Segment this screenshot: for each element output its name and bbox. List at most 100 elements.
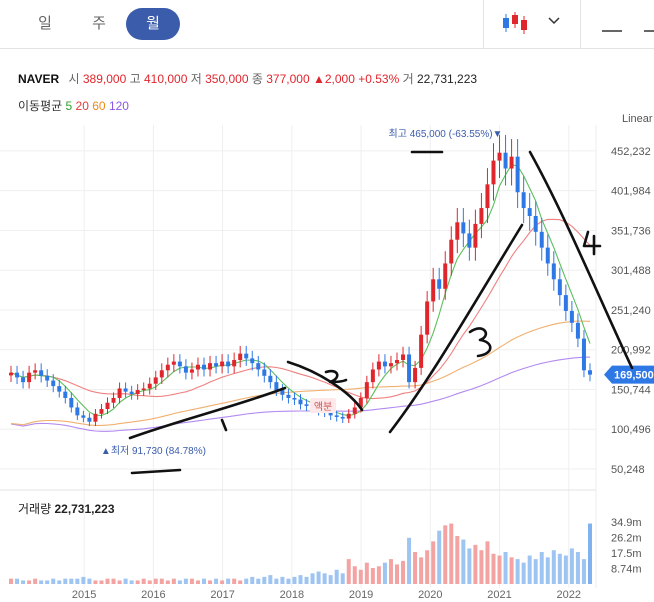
- volume-bar: [419, 557, 424, 584]
- candle-body: [195, 364, 200, 370]
- candle-body: [286, 394, 291, 398]
- candle-body: [274, 382, 279, 391]
- volume-bar: [214, 578, 219, 584]
- candle-body: [93, 413, 98, 422]
- x-tick-label: 2016: [141, 589, 165, 601]
- candle-body: [298, 399, 303, 405]
- volume-bar: [141, 578, 146, 584]
- candle-body: [473, 223, 478, 248]
- x-tick-label: 2018: [280, 589, 304, 601]
- volume-bar: [226, 578, 231, 584]
- volume-tick-label: 34.9m: [611, 517, 642, 529]
- volume-bar: [551, 550, 556, 584]
- volume-bar: [93, 580, 98, 584]
- candle-body: [51, 380, 56, 387]
- y-tick-label: 351,736: [611, 225, 651, 237]
- minus-icon[interactable]: [644, 20, 654, 38]
- candle-body: [479, 208, 484, 224]
- pen-stroke-digit-3: [468, 327, 492, 358]
- volume-bar: [485, 541, 490, 584]
- candle-body: [533, 215, 538, 232]
- low-label: 저: [190, 72, 202, 86]
- scale-label: Linear: [622, 113, 653, 125]
- candle-body: [117, 388, 122, 398]
- ma-20[interactable]: 20: [75, 99, 89, 113]
- candle-body: [27, 372, 32, 383]
- chevron-down-icon[interactable]: [546, 14, 562, 32]
- tab-daily[interactable]: 일: [38, 15, 52, 32]
- volume-bar: [159, 578, 164, 584]
- candle-body: [527, 208, 532, 216]
- candle-body: [87, 417, 92, 422]
- candle-body: [33, 370, 38, 373]
- tab-weekly[interactable]: 주: [92, 15, 106, 32]
- toolbar-divider: [483, 0, 484, 48]
- y-tick-label: 452,232: [611, 146, 651, 158]
- volume-bar: [81, 576, 86, 584]
- ma-60-line: [10, 320, 591, 426]
- candle-body: [99, 409, 104, 414]
- candle-body: [443, 263, 448, 289]
- y-tick-label: 100,496: [611, 424, 651, 436]
- volume-bar: [69, 578, 74, 584]
- candle-body: [509, 156, 514, 169]
- volume-bar: [165, 580, 170, 584]
- volume-bar: [407, 537, 412, 584]
- candle-body: [9, 372, 14, 376]
- candlestick-icon[interactable]: [500, 10, 530, 43]
- volume-bar: [394, 564, 399, 584]
- candle-body: [388, 363, 393, 367]
- candle-body: [177, 361, 182, 367]
- candle-body: [581, 338, 586, 371]
- ma-120[interactable]: 120: [108, 99, 129, 113]
- candle-body: [304, 404, 309, 406]
- candle-body: [382, 361, 387, 367]
- y-tick-label: 50,248: [611, 464, 645, 476]
- pen-stroke-trend-3: [388, 223, 524, 434]
- volume-bar: [358, 569, 363, 584]
- open-label: 시: [68, 72, 80, 86]
- candle-body: [63, 391, 68, 398]
- x-tick-label: 2021: [487, 589, 511, 601]
- pen-stroke-digit-2: [324, 369, 348, 384]
- candle-body: [165, 364, 170, 371]
- candle-body: [437, 279, 442, 289]
- volume-bar: [443, 525, 448, 584]
- volume-bar: [461, 539, 466, 584]
- candle-body: [539, 231, 544, 248]
- candle-body: [111, 397, 116, 403]
- candle-body: [503, 152, 508, 169]
- volume-bar: [262, 576, 267, 584]
- volume-tick-label: 26.2m: [611, 532, 642, 544]
- candle-body: [575, 322, 580, 339]
- candle-body: [346, 413, 351, 419]
- candle-body: [521, 192, 526, 209]
- volume-bar: [189, 578, 194, 584]
- moving-average-legend: 이동평균 5 20 60 120: [18, 97, 129, 114]
- candle-body: [21, 377, 26, 383]
- x-tick-label: 2022: [557, 589, 581, 601]
- volume-bar: [45, 580, 50, 584]
- volume-bar: [545, 557, 550, 584]
- tab-monthly[interactable]: 월: [126, 8, 180, 40]
- candle-body: [485, 184, 490, 209]
- x-tick-label: 2015: [72, 589, 96, 601]
- minus-icon[interactable]: [602, 20, 622, 38]
- volume-bar: [328, 575, 333, 584]
- y-tick-label: 251,240: [611, 305, 651, 317]
- volume-bar: [238, 580, 243, 584]
- volume-bar: [425, 550, 430, 584]
- volume-tick-label: 8.74m: [611, 563, 642, 575]
- volume-bar: [177, 580, 182, 584]
- volume-bar: [256, 578, 261, 584]
- volume-bar: [497, 555, 502, 584]
- toolbar-divider: [580, 0, 581, 48]
- ma-5[interactable]: 5: [65, 99, 73, 113]
- y-tick-label: 401,984: [611, 186, 651, 198]
- volume-bar: [364, 562, 369, 584]
- candle-body: [147, 383, 152, 389]
- volume-bar: [171, 578, 176, 584]
- volume-bar: [99, 580, 104, 584]
- ma-60[interactable]: 60: [92, 99, 106, 113]
